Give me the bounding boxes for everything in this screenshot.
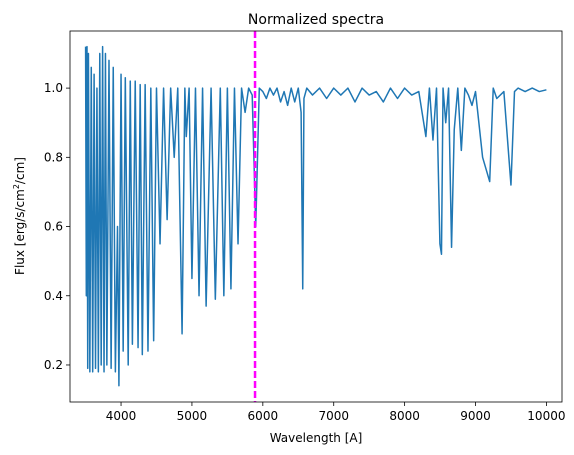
x-tick-label: 9000 [460,409,491,423]
x-axis-label: Wavelength [A] [270,431,363,445]
spectrum-series-line-0 [84,45,547,387]
y-axis-label-sup: 2 [12,184,21,189]
chart-title: Normalized spectra [248,12,384,28]
x-tick-label: 6000 [248,409,279,423]
y-tick-label: 0.4 [44,289,63,303]
x-tick-label: 4000 [106,409,137,423]
y-axis: 0.2 0.4 0.6 0.8 1.0 [44,81,70,372]
x-tick-label: 5000 [177,409,208,423]
x-tick-label: 8000 [389,409,420,423]
y-axis-label: Flux [erg/s/cm2/cm] [12,157,27,275]
y-tick-label: 0.2 [44,358,63,372]
y-tick-label: 0.6 [44,220,63,234]
y-tick-label: 1.0 [44,81,63,95]
plot-area-frame [69,30,563,403]
x-tick-label: 10000 [527,409,565,423]
y-tick-label: 0.8 [44,150,63,164]
x-tick-label: 7000 [318,409,349,423]
y-axis-label-end: /cm] [13,157,27,184]
y-axis-label-main: Flux [erg/s/cm [13,189,27,275]
x-axis: 4000 5000 6000 7000 8000 9000 10000 [106,402,565,423]
